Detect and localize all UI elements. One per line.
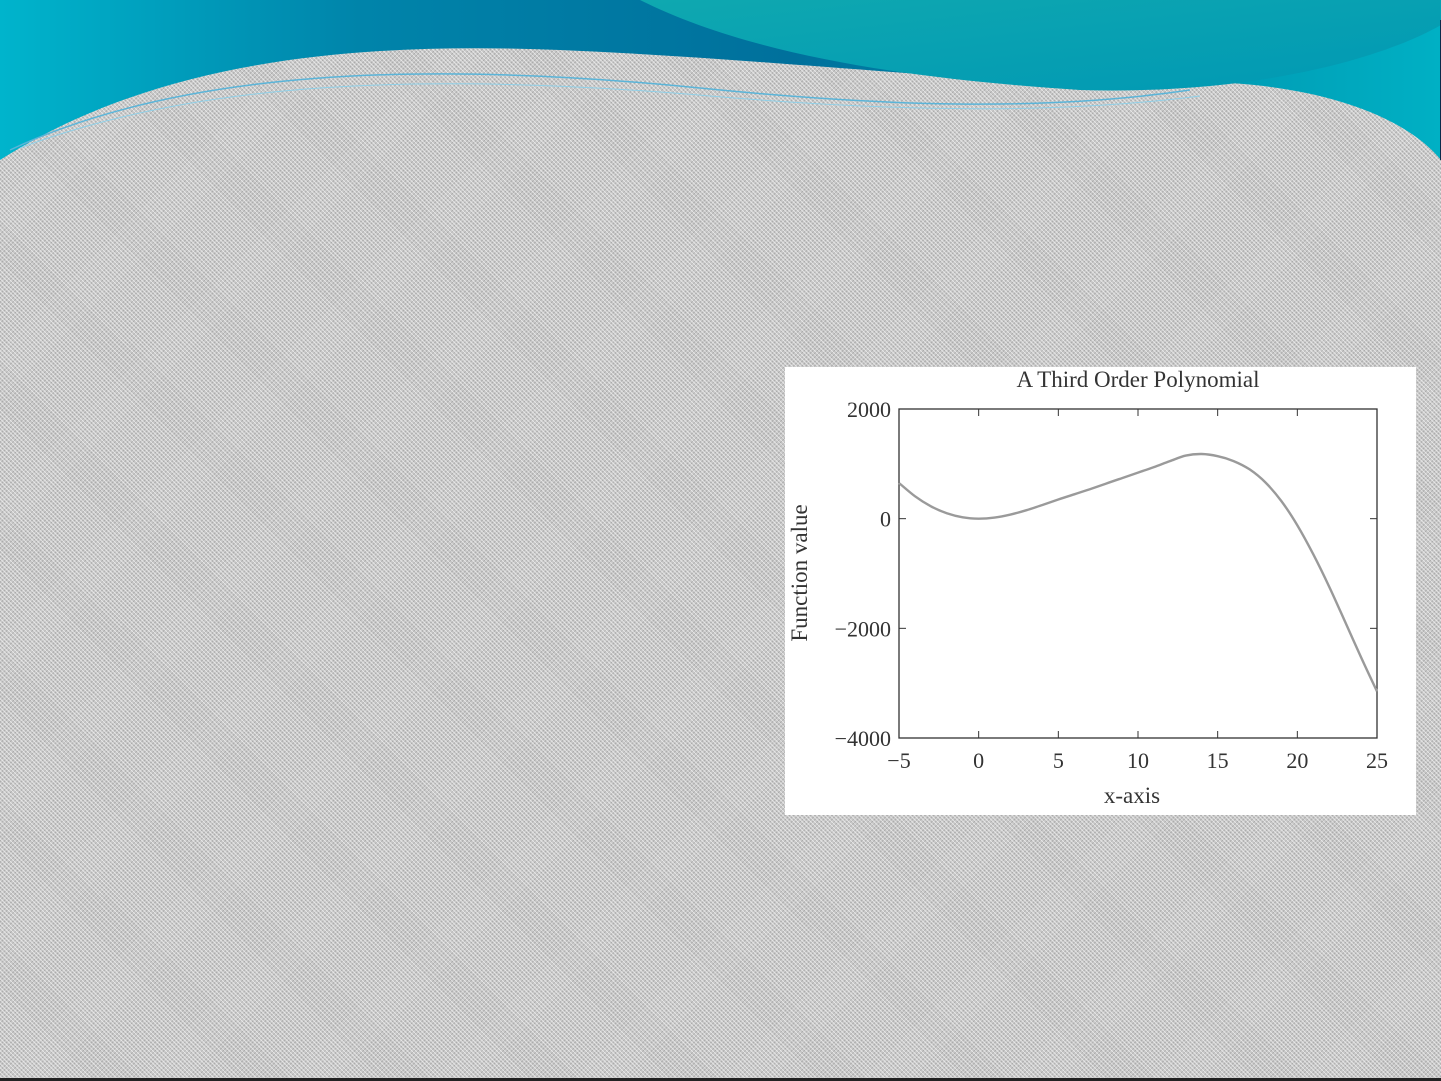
plot-frame — [898, 408, 1378, 739]
x-tick-label: 20 — [1286, 748, 1308, 773]
y-tick-label: −2000 — [835, 616, 891, 641]
y-tick-label: 0 — [880, 507, 891, 532]
y-tick-label: 2000 — [847, 397, 891, 422]
y-tick-label: −4000 — [835, 726, 891, 751]
x-tick-label: 10 — [1127, 748, 1149, 773]
y-axis-label: Function value — [787, 504, 812, 641]
x-axis-label: x-axis — [1104, 783, 1160, 808]
x-tick-label: −5 — [887, 748, 910, 773]
x-tick-label: 0 — [973, 748, 984, 773]
x-tick-label: 25 — [1366, 748, 1388, 773]
polynomial-line — [898, 452, 1379, 692]
x-tick-label: 5 — [1053, 748, 1064, 773]
chart-panel: −5 0 5 10 15 20 25 −4000 −2000 0 2000 A Third Orde… — [785, 367, 1416, 815]
header-swoosh-decoration — [0, 0, 1441, 160]
polynomial-chart: −5 0 5 10 15 20 25 −4000 −2000 0 2000 A Third Orde… — [787, 367, 1388, 808]
bottom-edge-line — [0, 1078, 1441, 1081]
x-tick-label: 15 — [1207, 748, 1229, 773]
chart-title: A Third Order Polynomial — [1017, 367, 1260, 392]
